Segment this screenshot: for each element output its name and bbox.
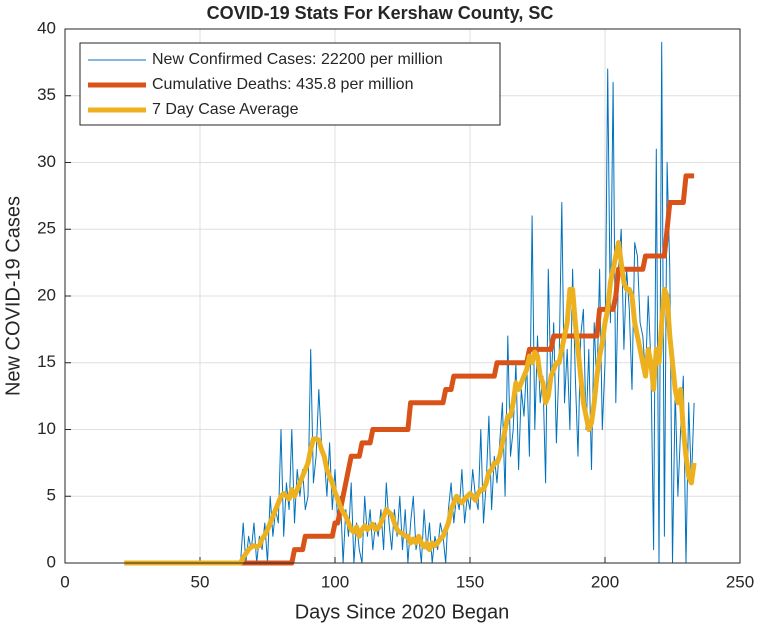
y-tick-label: 10 bbox=[37, 419, 56, 438]
y-tick-label: 0 bbox=[47, 552, 56, 571]
legend-label: Cumulative Deaths: 435.8 per million bbox=[152, 76, 413, 93]
y-tick-label: 40 bbox=[37, 18, 56, 37]
x-tick-label: 200 bbox=[591, 572, 619, 591]
y-tick-label: 15 bbox=[37, 352, 56, 371]
y-tick-label: 25 bbox=[37, 219, 56, 238]
y-tick-label: 35 bbox=[37, 85, 56, 104]
y-tick-label: 20 bbox=[37, 285, 56, 304]
y-axis-label: New COVID-19 Cases bbox=[2, 196, 24, 396]
x-tick-label: 50 bbox=[191, 572, 210, 591]
y-tick-label: 5 bbox=[47, 486, 56, 505]
chart-title: COVID-19 Stats For Kershaw County, SC bbox=[207, 3, 554, 23]
x-tick-label: 250 bbox=[726, 572, 754, 591]
x-tick-label: 150 bbox=[456, 572, 484, 591]
y-tick-label: 30 bbox=[37, 152, 56, 171]
legend-box bbox=[79, 42, 501, 126]
x-tick-label: 100 bbox=[321, 572, 349, 591]
legend-label: New Confirmed Cases: 22200 per million bbox=[152, 51, 443, 68]
x-tick-label: 0 bbox=[60, 572, 69, 591]
x-axis-label: Days Since 2020 Began bbox=[295, 601, 510, 623]
axes-box bbox=[64, 28, 741, 564]
legend-label: 7 Day Case Average bbox=[152, 101, 299, 118]
